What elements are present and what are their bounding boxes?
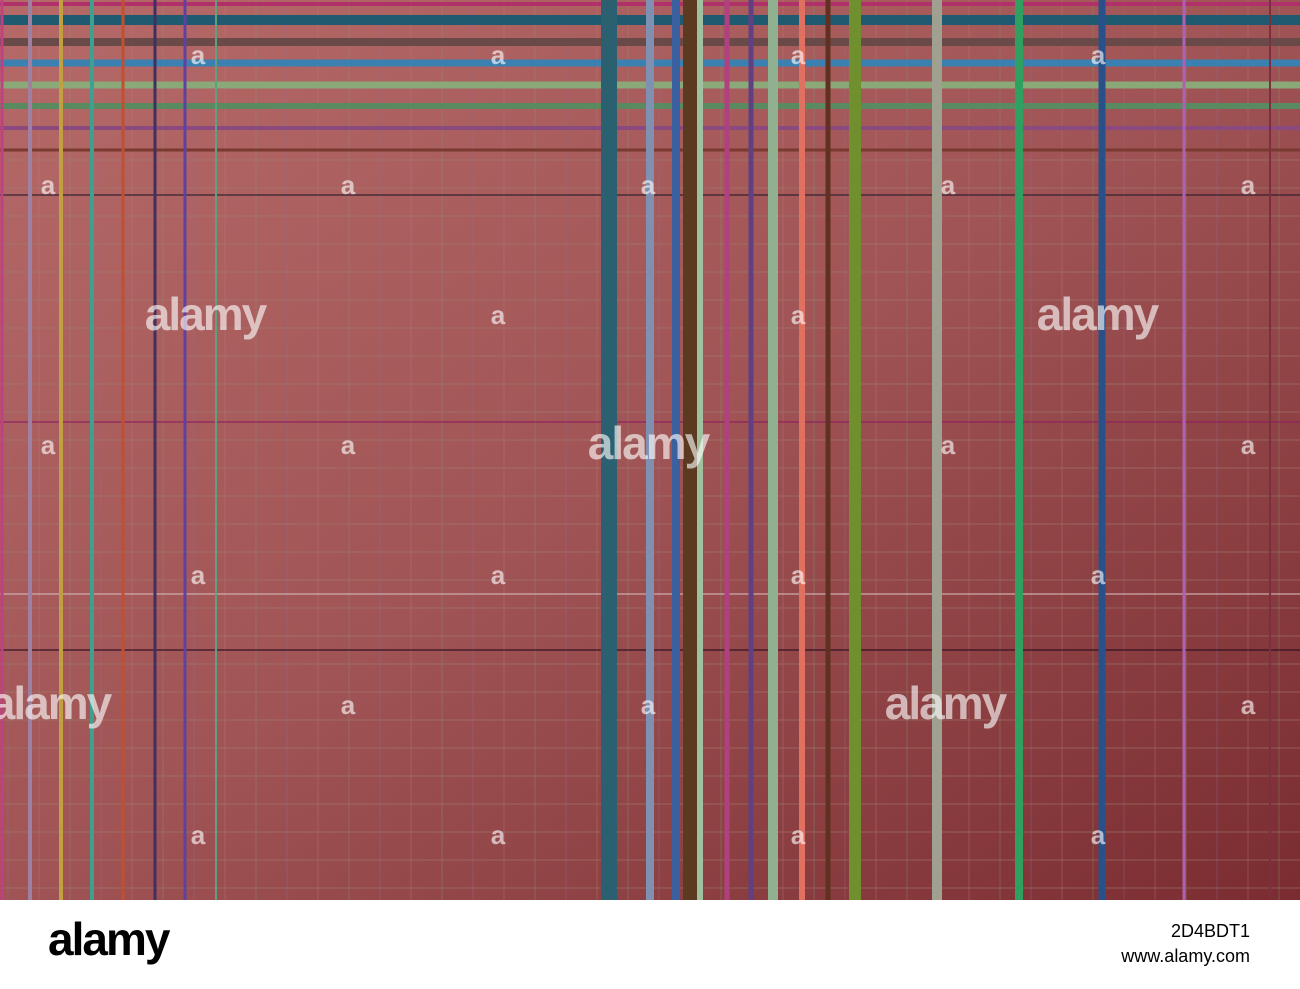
watermarks: alamy alamy alamy alamy alamy a a a a a a a a a a a a a a a… (0, 40, 1256, 850)
watermark-small: a (491, 40, 506, 70)
watermark-small: a (1241, 170, 1256, 200)
watermark-small: a (1241, 690, 1256, 720)
watermark-small: a (191, 560, 206, 590)
watermark-small: a (491, 560, 506, 590)
watermark-large: alamy (0, 677, 113, 729)
watermark-large: alamy (1037, 288, 1160, 340)
watermark-small: a (791, 820, 806, 850)
watermark-small: a (191, 820, 206, 850)
watermark-small: a (641, 690, 656, 720)
watermark-small: a (941, 430, 956, 460)
watermark-small: a (791, 560, 806, 590)
watermark-small: a (491, 820, 506, 850)
watermark-small: a (1091, 40, 1106, 70)
watermark-small: a (941, 170, 956, 200)
footer-logo: alamy (48, 913, 171, 965)
watermark-large: alamy (145, 288, 268, 340)
watermark-small: a (1241, 430, 1256, 460)
watermark-small: a (41, 430, 56, 460)
watermark-small: a (1091, 820, 1106, 850)
watermark-small: a (791, 40, 806, 70)
url: www.alamy.com (1120, 946, 1250, 966)
watermark-small: a (341, 690, 356, 720)
watermark-large: alamy (885, 677, 1008, 729)
watermark-small: a (641, 170, 656, 200)
footer-bar (0, 900, 1300, 989)
watermark-small: a (41, 170, 56, 200)
image-id: 2D4BDT1 (1171, 921, 1250, 941)
watermark-small: a (341, 430, 356, 460)
watermark-large: alamy (588, 417, 711, 469)
watermark-small: a (1091, 560, 1106, 590)
watermark-small: a (491, 300, 506, 330)
stripes (0, 0, 1300, 900)
watermark-small: a (791, 300, 806, 330)
watermark-small: a (191, 40, 206, 70)
watermark-small: a (341, 170, 356, 200)
